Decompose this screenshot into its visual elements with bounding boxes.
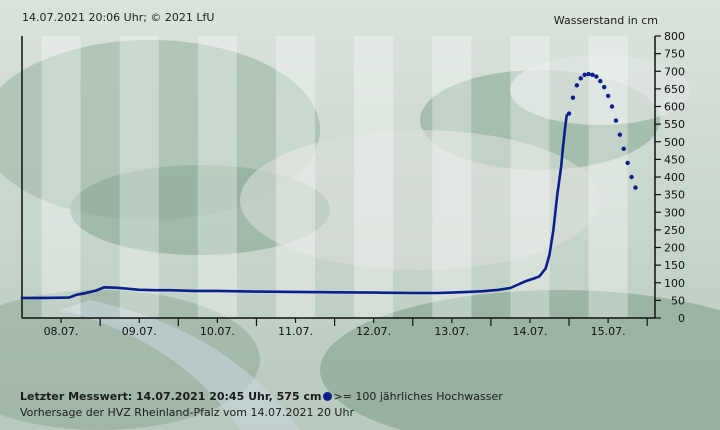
day-bands [41, 36, 628, 318]
y-tick-label: 450 [664, 153, 685, 166]
forecast-point [574, 83, 580, 88]
day-band [41, 36, 81, 318]
last-value-text: 14.07.2021 20:45 Uhr, 575 cm [135, 390, 322, 403]
y-tick-label: 50 [671, 294, 685, 307]
series-layer [20, 71, 638, 300]
forecast-note: Vorhersage der HVZ Rheinland-Pfalz vom 1… [20, 406, 354, 419]
day-band [197, 36, 237, 318]
last-measurement: Letzter Messwert: 14.07.2021 20:45 Uhr, … [20, 390, 503, 403]
y-tick-label: 650 [664, 83, 685, 96]
forecast-point [617, 132, 623, 137]
forecast-point [605, 93, 611, 99]
day-band [432, 36, 472, 318]
forecast-point [570, 95, 576, 100]
day-band [275, 36, 316, 318]
forecast-point [625, 160, 630, 166]
last-value-label: Letzter Messwert: [20, 390, 133, 403]
day-band [588, 36, 628, 318]
y-tick-label: 800 [664, 30, 685, 43]
y-tick-label: 200 [664, 242, 685, 255]
x-tick-label: 14.07. [512, 325, 547, 338]
y-tick-label: 500 [664, 136, 685, 149]
y-tick-label: 100 [664, 277, 685, 290]
legend-text: >= 100 jährliches Hochwasser [333, 390, 503, 403]
day-band [354, 36, 394, 318]
timestamp-credit: 14.07.2021 20:06 Uhr; © 2021 LfU [22, 11, 215, 24]
legend-dot-icon [323, 392, 333, 401]
forecast-point [613, 118, 619, 123]
y-tick-label: 600 [664, 101, 685, 114]
x-tick-label: 08.07. [44, 325, 79, 338]
x-tick-label: 10.07. [200, 325, 235, 338]
forecast-point [586, 71, 591, 77]
day-band [119, 36, 159, 318]
forecast-point [621, 146, 626, 151]
y-tick-label: 400 [664, 171, 685, 184]
y-tick-label: 150 [664, 259, 685, 272]
y-tick-label: 750 [664, 48, 685, 61]
x-tick-label: 15.07. [591, 325, 626, 338]
forecast-point [566, 111, 572, 116]
y-tick-label: 250 [664, 224, 685, 237]
forecast-point [602, 84, 607, 90]
forecast-point [578, 76, 583, 81]
forecast-point [629, 174, 634, 180]
x-axis-ticks: 08.07. 09.07. 10.07. 11.07. 12.07. 13.07. 14.0… [44, 318, 648, 338]
y-tick-label: 300 [664, 206, 685, 219]
x-tick-label: 11.07. [278, 325, 313, 338]
forecast-point [594, 74, 599, 79]
x-tick-label: 13.07. [434, 325, 469, 338]
y-tick-label: 0 [678, 312, 685, 325]
y-axis-ticks: 0 50 100 150 200 250 300 350 400 450 500 550 600 650 7… [655, 30, 685, 325]
y-tick-label: 700 [664, 65, 685, 78]
y-axis-title: Wasserstand in cm [553, 14, 658, 27]
y-tick-label: 350 [664, 189, 685, 202]
y-tick-label: 550 [664, 118, 685, 131]
measured-series-line [20, 114, 568, 300]
x-tick-label: 12.07. [356, 325, 391, 338]
forecast-point [633, 185, 638, 190]
forecast-point [590, 72, 595, 77]
forecast-point [609, 104, 615, 109]
x-tick-label: 09.07. [122, 325, 157, 338]
forecast-point [582, 72, 587, 77]
forecast-point [598, 78, 603, 84]
